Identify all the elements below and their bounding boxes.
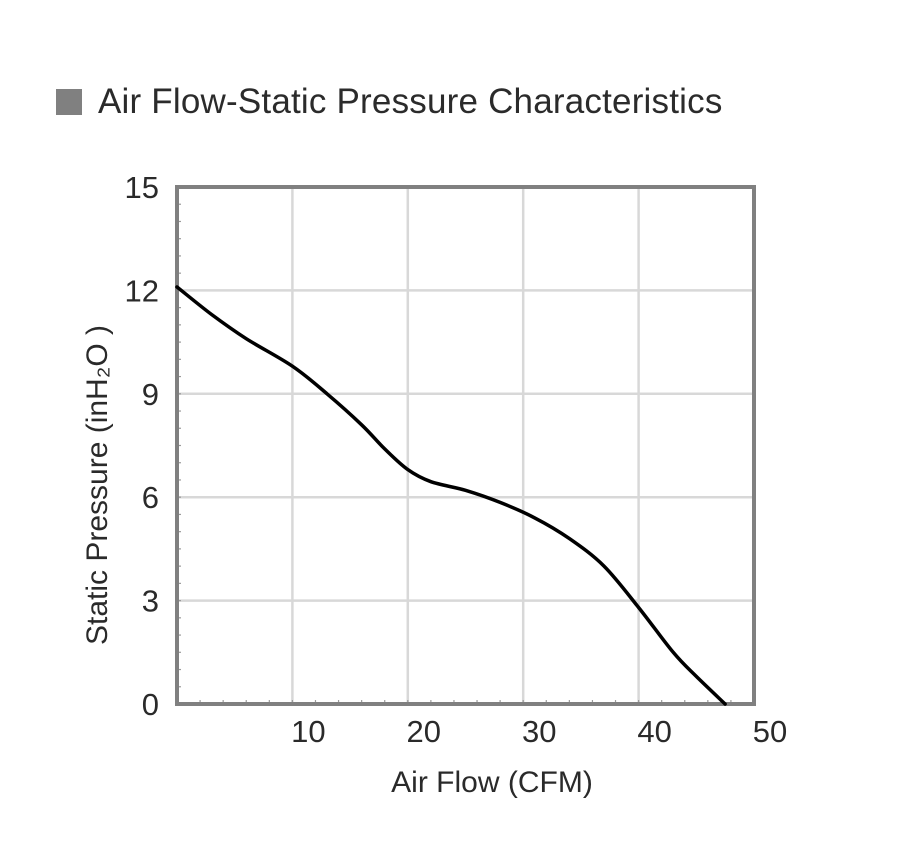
x-tick-label: 30 [522, 714, 556, 749]
y-axis-title: Static Pressure (inH₂O ) [81, 325, 114, 645]
x-tick-label: 50 [753, 714, 787, 749]
legend-square-icon [56, 89, 82, 115]
y-tick-label: 9 [142, 377, 159, 412]
series-line [175, 285, 727, 706]
chart-title: Air Flow-Static Pressure Characteristics [98, 82, 723, 121]
x-tick-label: 40 [637, 714, 671, 749]
y-tick-label: 3 [142, 584, 159, 619]
x-tick-label: 10 [291, 714, 325, 749]
chart-header: Air Flow-Static Pressure Characteristics [56, 78, 723, 126]
x-tick-label: 20 [407, 714, 441, 749]
grid [176, 186, 755, 705]
plot-frame [175, 185, 756, 706]
series-layer [175, 285, 727, 706]
y-tick-label: 12 [125, 273, 159, 308]
tick-labels: 10 20 30 40 50 0 3 6 9 12 15 [125, 170, 788, 749]
y-tick-label: 15 [125, 170, 159, 205]
x-axis-title: Air Flow (CFM) [391, 766, 593, 799]
y-tick-label: 6 [142, 480, 159, 515]
y-tick-label: 0 [142, 687, 159, 722]
